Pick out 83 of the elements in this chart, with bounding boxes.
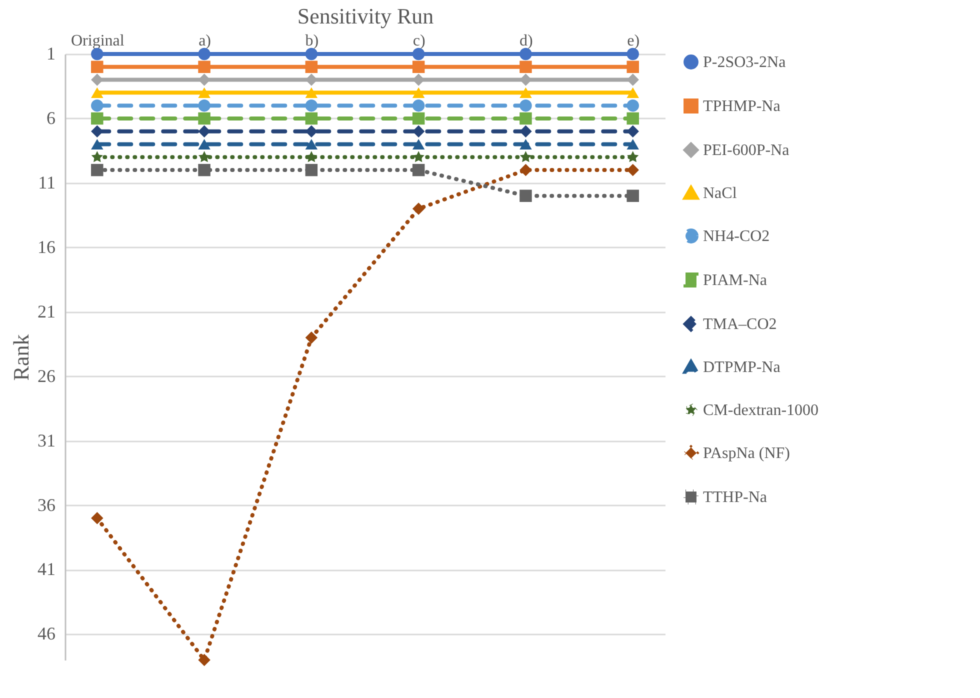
x-tick-label: e) <box>627 32 640 50</box>
y-tick-label: 46 <box>38 624 56 644</box>
y-tick-label: 1 <box>46 44 56 64</box>
point <box>412 138 425 150</box>
point <box>305 87 318 98</box>
legend-label: TTHP-Na <box>703 489 767 506</box>
point <box>198 48 210 60</box>
point <box>305 60 318 74</box>
point <box>198 99 210 112</box>
point <box>91 164 104 176</box>
legend-label: PAspNa (NF) <box>703 445 790 462</box>
point <box>305 112 318 125</box>
point <box>91 60 104 74</box>
point <box>91 112 104 125</box>
point <box>412 164 425 176</box>
legend-label: TMA–CO2 <box>703 316 777 333</box>
point <box>305 99 318 112</box>
point <box>626 164 639 176</box>
point <box>412 99 425 112</box>
x-tick-label: d) <box>520 32 533 50</box>
point <box>198 112 210 125</box>
point <box>198 138 210 150</box>
y-tick-label: 26 <box>38 366 56 386</box>
y-tick-label: 16 <box>38 236 56 257</box>
y-tick-label: 21 <box>38 301 56 322</box>
point <box>520 138 532 150</box>
point <box>520 99 532 112</box>
y-tick-label: 11 <box>38 172 56 192</box>
point <box>626 87 639 98</box>
point <box>626 48 639 60</box>
point <box>198 151 210 162</box>
point <box>91 99 104 112</box>
point <box>626 99 639 112</box>
legend-label: NaCl <box>703 185 738 202</box>
legend-label: NH4-CO2 <box>703 228 770 245</box>
x-axis-title: Sensitivity Run <box>297 4 434 28</box>
x-tick-label: c) <box>412 32 426 50</box>
x-tick-label: b) <box>305 32 319 50</box>
point <box>627 151 639 162</box>
point <box>626 190 639 202</box>
point <box>91 138 104 150</box>
point <box>520 151 532 162</box>
point <box>198 125 210 138</box>
point <box>198 87 210 98</box>
point <box>305 332 318 344</box>
point <box>198 60 210 74</box>
point <box>520 60 532 74</box>
point <box>412 48 425 60</box>
legend-label: TPHMP-Na <box>703 98 780 115</box>
point <box>626 112 639 125</box>
point <box>412 112 425 125</box>
point <box>91 151 103 162</box>
point <box>520 112 532 125</box>
x-tick-label: Original <box>70 32 125 50</box>
point <box>198 654 210 666</box>
point <box>305 164 318 176</box>
y-tick-label: 41 <box>38 559 56 580</box>
legend-label: DTPMP-Na <box>703 359 780 376</box>
legend-label: PIAM-Na <box>703 272 767 289</box>
point <box>520 48 532 60</box>
point <box>520 190 532 202</box>
y-tick-label: 6 <box>46 108 56 128</box>
legend-label: PEI-600P-Na <box>703 142 790 159</box>
legend-label: P-2SO3-2Na <box>703 54 786 71</box>
point <box>626 138 639 150</box>
y-axis-title: Rank <box>8 334 34 381</box>
point <box>412 151 424 162</box>
point <box>91 512 104 524</box>
legend-label: CM-dextran-1000 <box>703 402 819 419</box>
point <box>412 60 425 74</box>
point <box>305 138 318 150</box>
point <box>412 202 425 215</box>
point <box>412 87 425 98</box>
point <box>520 164 532 176</box>
point <box>306 151 318 162</box>
y-tick-label: 31 <box>38 430 56 450</box>
point <box>198 164 210 176</box>
point <box>626 60 639 74</box>
x-tick-label: a) <box>198 32 212 50</box>
point <box>520 87 532 98</box>
point <box>520 125 532 138</box>
point <box>91 87 104 98</box>
y-tick-label: 36 <box>38 494 56 515</box>
